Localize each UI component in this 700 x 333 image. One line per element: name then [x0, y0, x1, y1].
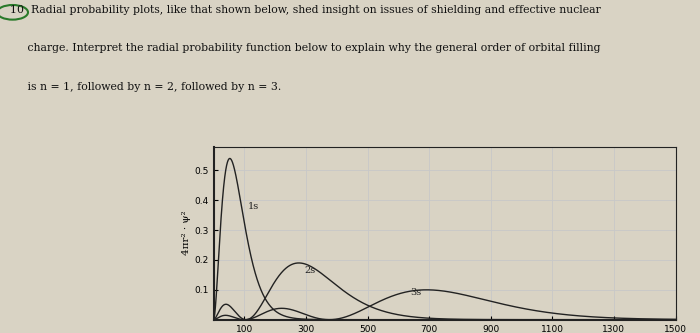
Text: 2s: 2s [304, 266, 316, 275]
Text: is n = 1, followed by n = 2, followed by n = 3.: is n = 1, followed by n = 2, followed by… [10, 82, 281, 92]
Text: 3s: 3s [411, 288, 422, 297]
Y-axis label: 4πr² · ψ²: 4πr² · ψ² [183, 211, 192, 255]
Text: 10  Radial probability plots, like that shown below, shed insight on issues of s: 10 Radial probability plots, like that s… [10, 5, 601, 15]
Text: 1s: 1s [247, 202, 258, 211]
Text: charge. Interpret the radial probability function below to explain why the gener: charge. Interpret the radial probability… [10, 43, 601, 53]
